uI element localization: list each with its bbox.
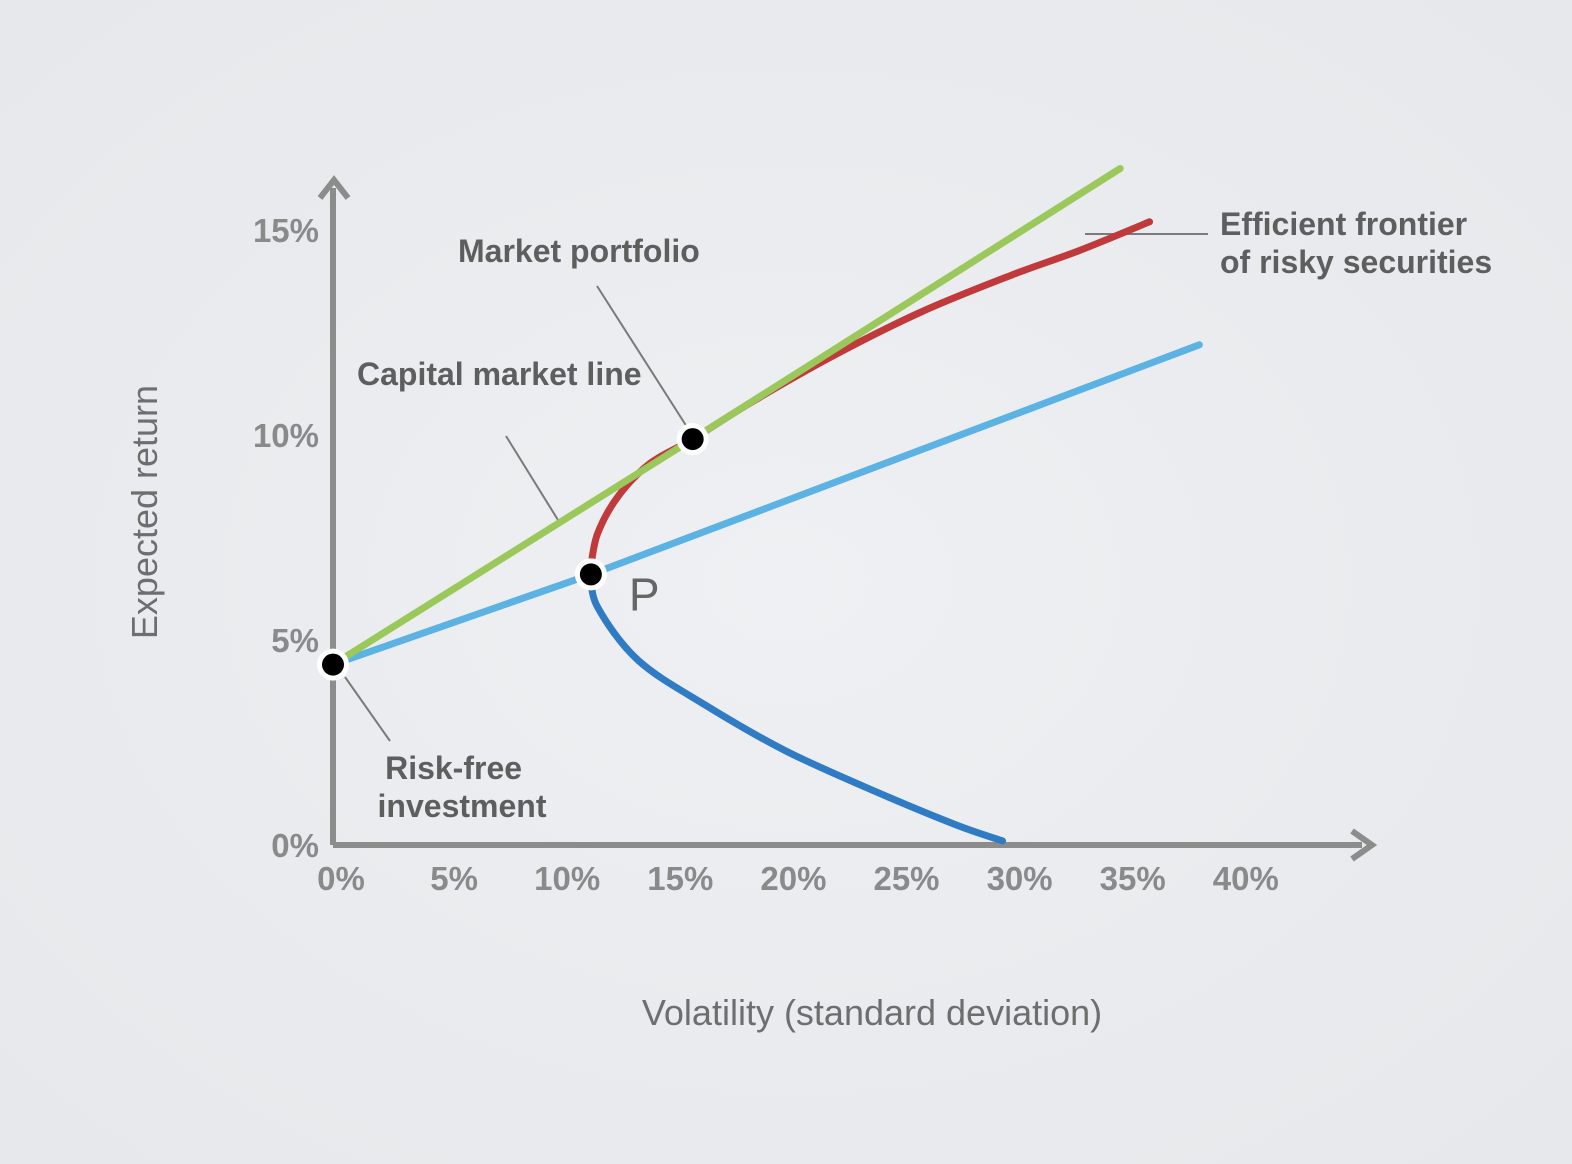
series-layer — [329, 165, 1203, 845]
annotation-market-portfolio: Market portfolio — [458, 233, 700, 269]
annotation-risk-free: Risk-free investment — [378, 750, 547, 824]
x-tick-label-6: 30% — [987, 860, 1053, 897]
x-tick-label-7: 35% — [1100, 860, 1166, 897]
x-tick-label-5: 25% — [873, 860, 939, 897]
x-tick-label-1: 5% — [430, 860, 478, 897]
annotation-capital-market-line-line-1: Capital market line — [357, 356, 642, 392]
point-risk-free-dot — [322, 653, 344, 676]
y-tick-label-0: 0% — [271, 827, 319, 864]
x-tick-labels: 0% 5% 10% 15% 20% 25% 30% 35% 40% — [317, 860, 1279, 897]
y-tick-labels: 0% 5% 10% 15% — [253, 212, 319, 864]
point-p-dot — [579, 563, 602, 586]
point-p-label: P — [629, 568, 660, 620]
x-tick-label-3: 15% — [647, 860, 713, 897]
annotation-efficient-frontier: Efficient frontier of risky securities — [1220, 206, 1492, 280]
x-axis-arrowhead — [1350, 828, 1378, 862]
annotations: Market portfolio Capital market line Eff… — [357, 206, 1492, 824]
annotation-risk-free-line-2: investment — [378, 788, 547, 824]
x-tick-label-0: 0% — [317, 860, 365, 897]
x-tick-label-4: 20% — [760, 860, 826, 897]
point-market-portfolio — [676, 423, 709, 456]
y-tick-label-3: 15% — [253, 212, 319, 249]
y-axis-title: Expected return — [124, 385, 165, 639]
point-p: P — [574, 558, 660, 620]
point-market-portfolio-dot — [681, 428, 704, 451]
x-axis-title: Volatility (standard deviation) — [642, 992, 1102, 1033]
points-layer: P — [317, 423, 709, 681]
annotation-market-portfolio-line-1: Market portfolio — [458, 233, 700, 269]
annotation-capital-market-line: Capital market line — [357, 356, 642, 392]
point-risk-free — [317, 648, 349, 681]
leader-capital-market-line — [505, 435, 559, 521]
y-tick-label-1: 5% — [271, 622, 319, 659]
y-axis-arrowhead — [317, 175, 351, 200]
x-tick-label-8: 40% — [1213, 860, 1279, 897]
leader-market-portfolio — [596, 285, 688, 428]
axes — [317, 175, 1378, 862]
annotation-risk-free-line-1: Risk-free — [385, 750, 522, 786]
x-tick-label-2: 10% — [534, 860, 600, 897]
annotation-efficient-frontier-line-2: of risky securities — [1220, 244, 1492, 280]
y-tick-label-2: 10% — [253, 417, 319, 454]
series-inefficient-frontier — [587, 570, 1007, 845]
annotation-efficient-frontier-line-1: Efficient frontier — [1220, 206, 1467, 242]
annotation-leader-lines — [344, 233, 1208, 742]
leader-risk-free — [344, 676, 391, 742]
